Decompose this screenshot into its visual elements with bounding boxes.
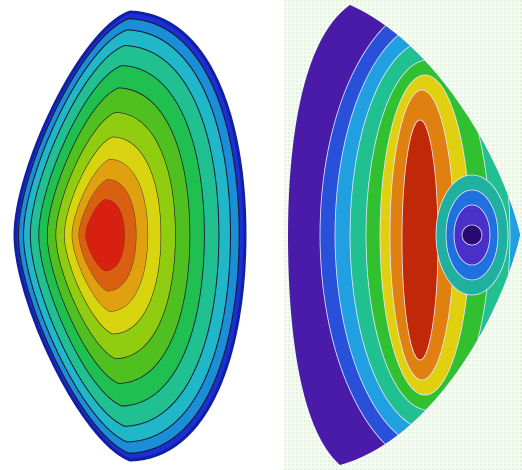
left-contour-plot — [13, 10, 247, 462]
